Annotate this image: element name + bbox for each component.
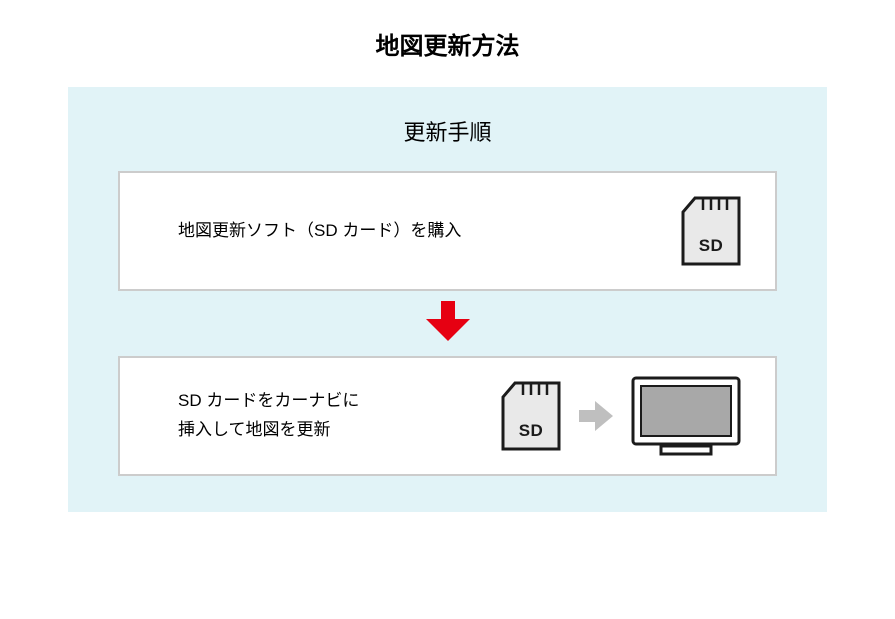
step-2-card: SD カードをカーナビに挿入して地図を更新 SD — [118, 356, 777, 476]
sd-card-icon: SD — [681, 196, 741, 266]
panel-heading: 更新手順 — [118, 115, 777, 147]
step-2-icons: SD — [501, 376, 741, 456]
sd-card-label: SD — [699, 236, 724, 256]
down-arrow-icon — [426, 301, 470, 346]
car-navi-icon — [631, 376, 741, 456]
step-1-icons: SD — [681, 196, 741, 266]
right-arrow-icon — [579, 401, 613, 431]
sd-card-label: SD — [519, 421, 544, 441]
step-1-text: 地図更新ソフト（SD カード）を購入 — [178, 217, 681, 246]
update-procedure-panel: 更新手順 地図更新ソフト（SD カード）を購入 SD — [68, 87, 827, 512]
step-2-text: SD カードをカーナビに挿入して地図を更新 — [178, 387, 438, 445]
step-1-card: 地図更新ソフト（SD カード）を購入 SD — [118, 171, 777, 291]
down-arrow-wrap — [118, 301, 777, 346]
sd-card-icon: SD — [501, 381, 561, 451]
page-title: 地図更新方法 — [0, 0, 895, 87]
